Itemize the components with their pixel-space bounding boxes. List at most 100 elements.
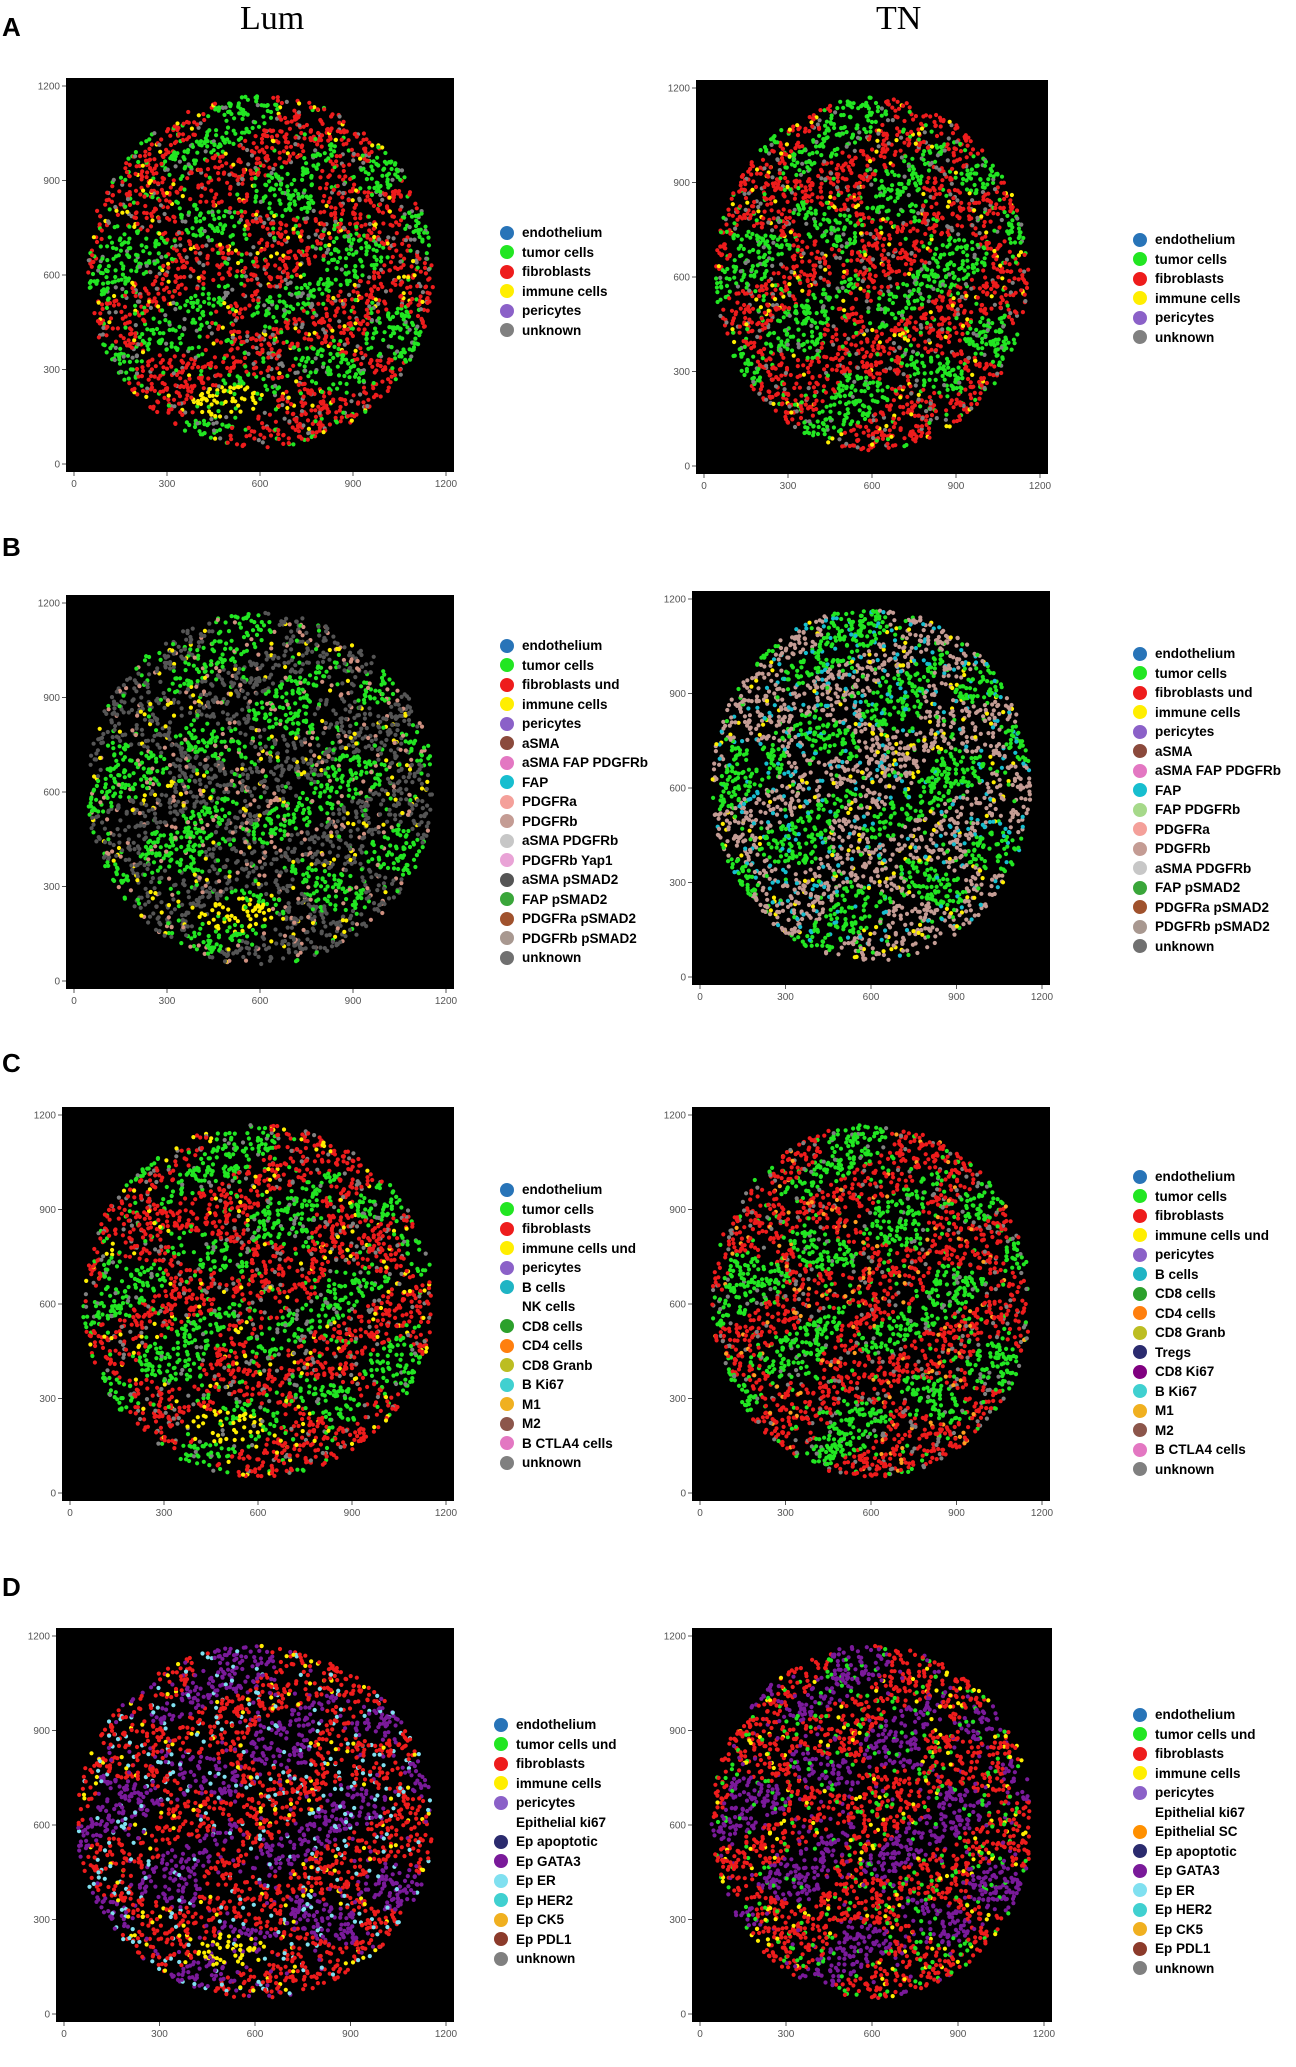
cell-point <box>843 288 849 293</box>
cell-point <box>817 133 822 138</box>
cell-point <box>313 254 318 259</box>
cell-point <box>136 342 141 347</box>
cell-point <box>312 153 317 158</box>
cell-point <box>852 239 858 244</box>
cell-point <box>946 316 951 321</box>
cell-point <box>747 309 752 314</box>
cell-point <box>323 186 329 191</box>
cell-point <box>240 274 245 279</box>
cell-point <box>145 170 150 175</box>
cell-point <box>809 120 814 125</box>
cell-point <box>132 311 138 316</box>
cell-point <box>810 355 815 361</box>
cell-point <box>297 347 302 352</box>
cell-point <box>995 267 1000 272</box>
cell-point <box>868 260 873 265</box>
cell-point <box>212 195 217 200</box>
cell-point <box>173 164 178 169</box>
cell-point <box>807 259 812 264</box>
cell-point <box>383 301 388 306</box>
cell-point <box>199 182 204 187</box>
cell-point <box>375 189 380 194</box>
cell-point <box>328 196 333 201</box>
cell-point <box>228 390 233 395</box>
cell-point <box>365 322 370 327</box>
cell-point <box>297 317 302 322</box>
cell-point <box>336 346 341 352</box>
cell-point <box>981 223 986 229</box>
cell-point <box>947 119 952 124</box>
cell-point <box>255 391 260 396</box>
cell-point <box>243 306 248 311</box>
cell-point <box>96 335 101 340</box>
cell-point <box>908 384 913 389</box>
cell-point <box>282 308 287 313</box>
cell-point <box>415 249 420 255</box>
cell-point <box>784 365 790 371</box>
cell-point <box>226 256 231 261</box>
cell-point <box>358 140 364 145</box>
cell-point <box>172 404 177 409</box>
cell-point <box>928 310 933 315</box>
cell-point <box>116 253 121 258</box>
cell-point <box>213 414 218 419</box>
cell-point <box>113 345 118 350</box>
cell-point <box>311 163 316 168</box>
cell-point <box>345 414 350 419</box>
cell-point <box>1004 257 1009 262</box>
cell-point <box>794 409 799 414</box>
cell-point <box>150 195 155 200</box>
cell-point <box>332 257 337 262</box>
cell-point <box>1010 218 1015 223</box>
cell-point <box>223 399 228 404</box>
cell-point <box>364 336 369 342</box>
legend-item: fibroblasts <box>500 262 608 282</box>
cell-point <box>162 395 167 400</box>
cell-point <box>302 381 307 386</box>
cell-point <box>733 312 738 317</box>
cell-point <box>963 148 968 153</box>
cell-point <box>134 359 139 364</box>
cell-point <box>313 218 318 223</box>
cell-point <box>184 119 190 125</box>
cell-point <box>177 132 182 137</box>
cell-point <box>316 404 321 409</box>
cell-point <box>359 259 364 264</box>
cell-point <box>123 314 128 319</box>
cell-point <box>134 371 140 376</box>
cell-point <box>909 400 914 405</box>
cell-point <box>306 235 311 240</box>
cell-point <box>195 150 200 155</box>
cell-point <box>374 242 379 247</box>
cell-point <box>211 277 216 283</box>
cell-point <box>320 168 325 174</box>
cell-point <box>395 306 400 311</box>
cell-point <box>118 202 123 207</box>
cell-point <box>380 210 385 215</box>
cell-point <box>134 269 139 274</box>
cell-point <box>907 271 912 276</box>
cell-point <box>92 311 97 316</box>
cell-point <box>285 373 290 378</box>
cell-point <box>887 292 892 297</box>
cell-point <box>880 184 885 189</box>
cell-point <box>288 249 293 254</box>
cell-point <box>114 246 119 251</box>
cell-point <box>244 338 250 343</box>
cell-point <box>264 183 269 188</box>
cell-point <box>200 292 205 297</box>
cell-point <box>338 339 343 344</box>
cell-point <box>199 226 204 231</box>
cell-point <box>889 311 894 316</box>
cell-point <box>125 320 130 325</box>
cell-point <box>138 192 143 197</box>
cell-point <box>216 209 221 214</box>
cell-point <box>175 121 180 126</box>
cell-point <box>891 254 896 259</box>
cell-point <box>383 150 388 156</box>
cell-point <box>857 408 862 413</box>
cell-point <box>965 317 970 322</box>
cell-point <box>243 210 248 215</box>
cell-point <box>344 357 349 362</box>
cell-point <box>229 347 234 352</box>
